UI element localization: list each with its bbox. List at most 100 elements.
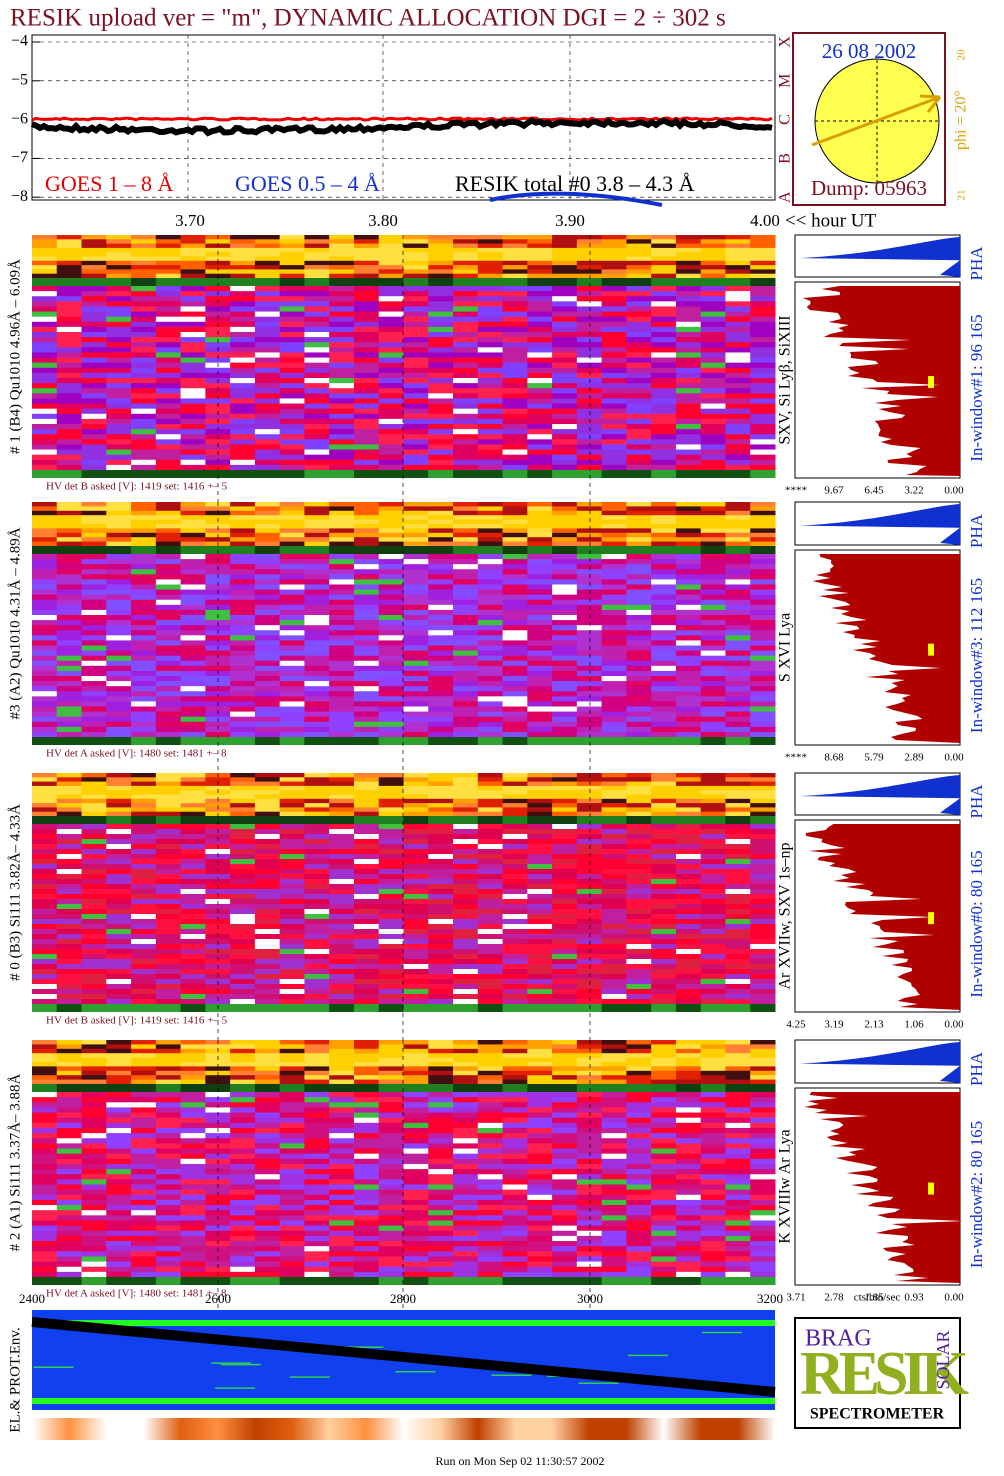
heat-cell — [155, 316, 182, 323]
heat-cell — [378, 969, 404, 975]
heat-cell — [329, 429, 355, 435]
heat-cell — [750, 1004, 776, 1012]
heat-cell — [180, 874, 206, 880]
heat-cell — [279, 1230, 305, 1237]
heat-cell — [527, 691, 553, 697]
heat-cell — [155, 589, 182, 596]
heat-cell — [428, 701, 454, 707]
heat-cell — [81, 1153, 107, 1160]
heat-cell — [353, 807, 380, 813]
heat-cell — [32, 510, 58, 516]
heat-cell — [155, 541, 182, 547]
heat-cell — [180, 1158, 206, 1165]
heat-cell — [725, 239, 751, 245]
heat-cell — [155, 1053, 182, 1059]
heat-cell — [180, 569, 206, 575]
heat-cell — [527, 537, 553, 543]
heat-cell — [155, 559, 182, 565]
heat-cell — [675, 954, 702, 960]
heat-cell — [254, 794, 281, 800]
heat-cell — [205, 816, 231, 824]
heat-cell — [700, 546, 726, 554]
heat-cell — [254, 532, 281, 538]
heat-cell — [254, 357, 281, 364]
heat-cell — [453, 502, 479, 507]
heat-cell — [576, 316, 603, 323]
heat-cell — [155, 506, 182, 512]
heat-cell — [651, 615, 677, 621]
heat-cell — [725, 326, 751, 333]
heat-cell — [56, 686, 83, 692]
heat-cell — [651, 854, 677, 860]
heat-cell — [155, 999, 182, 1005]
heat-cell — [329, 904, 355, 910]
heat-cell — [403, 528, 429, 534]
heat-cell — [155, 278, 182, 286]
heat-cell — [81, 625, 107, 631]
heat-cell — [81, 844, 107, 850]
heat-cell — [56, 959, 83, 965]
heat-cell — [725, 785, 751, 791]
heat-cell — [81, 528, 107, 534]
heat-cell — [601, 256, 627, 262]
heat-cell — [477, 615, 504, 621]
heat-cell — [403, 726, 429, 733]
heat-cell — [552, 874, 578, 880]
heat-cell — [180, 859, 206, 865]
heat-cell — [527, 454, 553, 461]
heat-cell — [329, 620, 355, 626]
heat-cell — [106, 434, 132, 440]
heat-cell — [279, 1256, 305, 1263]
heat-cell — [576, 269, 603, 275]
heat-cell — [576, 515, 603, 521]
heat-cell — [502, 326, 528, 333]
heat-cell — [56, 383, 83, 389]
heat-cell — [502, 640, 528, 646]
heat-cell — [131, 502, 157, 507]
heat-cell — [254, 434, 281, 440]
heat-cell — [428, 296, 454, 302]
heat-cell — [81, 1235, 107, 1242]
heat-cell — [56, 459, 83, 466]
heat-cell — [32, 306, 58, 313]
heat-cell — [477, 510, 504, 516]
heat-cell — [353, 645, 380, 652]
heat-cell — [56, 301, 83, 307]
heat-cell — [180, 864, 206, 870]
heat-cell — [700, 777, 726, 783]
heat-cell — [552, 554, 578, 560]
heat-cell — [626, 829, 652, 835]
heat-cell — [205, 711, 231, 718]
heat-cell — [576, 874, 603, 880]
heat-cell — [279, 1246, 305, 1252]
heat-cell — [552, 574, 578, 580]
heat-cell — [428, 546, 454, 554]
heat-cell — [502, 731, 528, 738]
heat-cell — [477, 974, 504, 980]
heat-cell — [81, 393, 107, 399]
heat-cell — [378, 894, 404, 900]
heat-cell — [279, 676, 305, 682]
heat-cell — [230, 711, 256, 718]
heat-cell — [378, 834, 404, 840]
heat-cell — [750, 889, 776, 895]
heat-cell — [601, 716, 627, 723]
heat-cell — [254, 464, 281, 471]
heat-cell — [254, 1184, 281, 1191]
heat-cell — [453, 286, 479, 292]
heat-cell — [329, 803, 355, 808]
heat-cell — [56, 909, 83, 915]
heat-cell — [403, 625, 429, 631]
heat-cell — [304, 604, 330, 611]
heat-cell — [329, 541, 355, 547]
heat-cell — [56, 994, 83, 1000]
sun-phi: phi = 20° — [953, 90, 970, 150]
heat-cell — [254, 342, 281, 348]
heat-cell — [279, 1004, 305, 1012]
heat-cell — [353, 291, 380, 297]
heat-cell — [453, 676, 479, 682]
heat-cell — [254, 1138, 281, 1144]
heat-cell — [651, 974, 677, 980]
heat-cell — [81, 454, 107, 461]
heat-cell — [750, 574, 776, 580]
